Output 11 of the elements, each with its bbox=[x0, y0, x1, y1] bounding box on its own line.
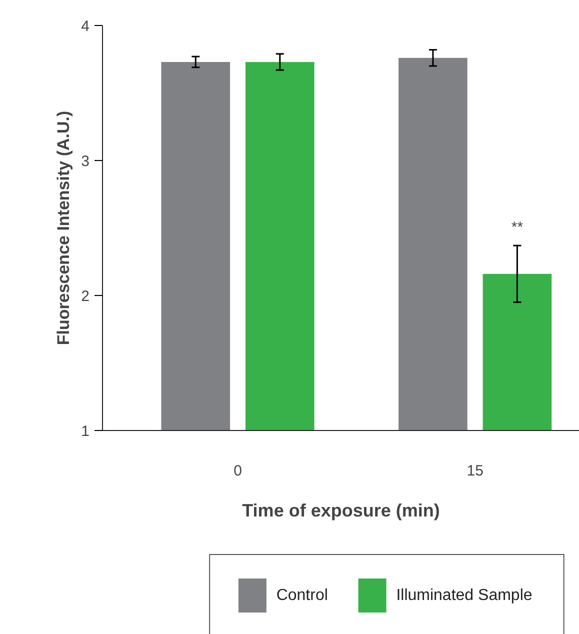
y-tick-label: 3 bbox=[81, 153, 90, 170]
y-tick-label: 4 bbox=[81, 18, 90, 35]
legend-label: Control bbox=[276, 587, 328, 604]
x-tick-label: 0 bbox=[234, 462, 242, 480]
x-tick-label: 15 bbox=[466, 462, 484, 480]
annotation: ** bbox=[511, 219, 524, 236]
y-tick-label: 2 bbox=[81, 288, 90, 305]
y-tick-label: 1 bbox=[81, 423, 90, 440]
y-axis-title: Fluorescence Intensity (A.U.) bbox=[54, 110, 74, 346]
legend-label: Illuminated Sample bbox=[396, 587, 532, 604]
x-axis-title: Time of exposure (min) bbox=[242, 500, 440, 520]
